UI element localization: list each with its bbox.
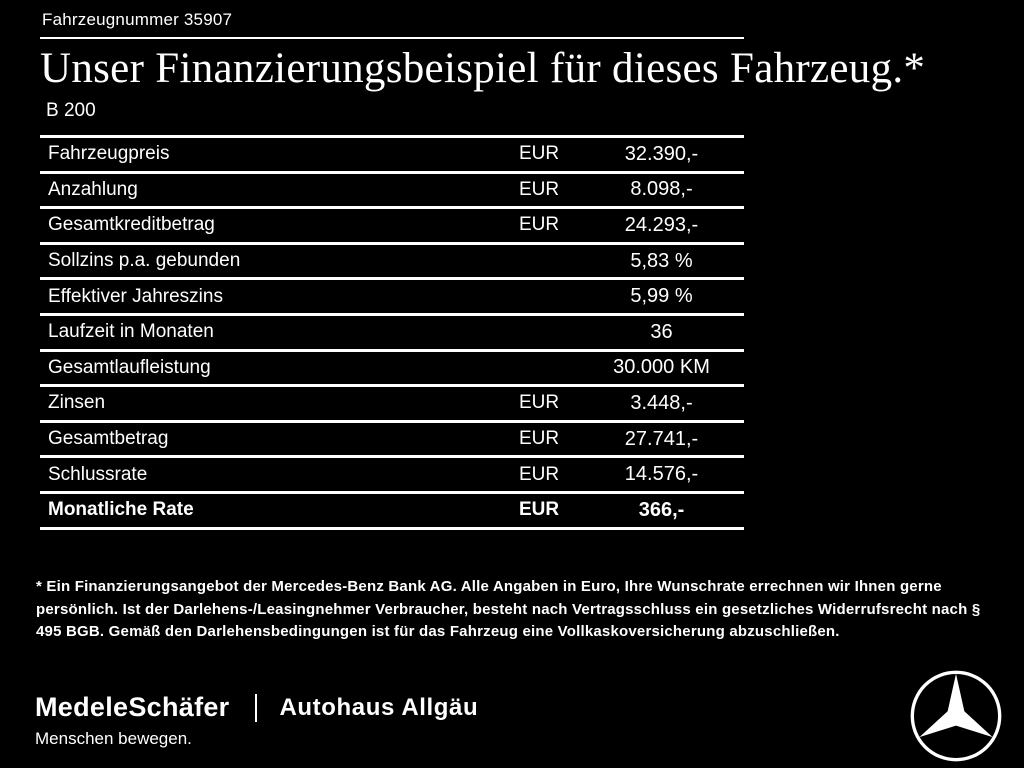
table-row: Gesamtbetrag EUR 27.741,- [40,423,744,459]
row-value: 32.390,- [624,142,699,165]
dealer-logo-medele-schaefer: MedeleSchäfer [35,692,230,722]
table-row-monthly-rate: Monatliche Rate EUR 366,- [40,494,744,530]
row-label: Gesamtkreditbetrag [48,214,215,236]
row-currency: EUR [519,499,560,521]
row-label: Sollzins p.a. gebunden [48,250,241,272]
row-label: Effektiver Jahreszins [48,285,223,307]
footer-dealer-block: MedeleSchäfer Autohaus Allgäu Menschen b… [35,692,478,749]
table-row: Fahrzeugpreis EUR 32.390,- [40,138,744,174]
row-label: Zinsen [48,392,106,414]
row-value: 5,83 % [630,249,693,272]
table-row: Sollzins p.a. gebunden 5,83 % [40,245,744,281]
table-row: Gesamtlaufleistung 30.000 KM [40,352,744,388]
dealer-logo-autohaus-allgaeu: Autohaus Allgäu [279,693,479,721]
row-value: 27.741,- [624,427,699,450]
vehicle-number: Fahrzeugnummer 35907 [42,10,233,29]
mercedes-star-icon [910,670,1002,762]
row-currency: EUR [519,463,560,485]
footnote: * Ein Finanzierungsangebot der Mercedes-… [36,578,981,640]
table-row: Gesamtkreditbetrag EUR 24.293,- [40,209,744,245]
row-value: 14.576,- [624,463,699,486]
table-row: Anzahlung EUR 8.098,- [40,174,744,210]
page-title: Unser Finanzierungsbeispiel für dieses F… [40,45,926,92]
row-value: 366,- [638,498,685,521]
row-currency: EUR [519,428,560,450]
row-currency: EUR [519,392,560,414]
row-label: Laufzeit in Monaten [48,321,214,343]
table-row: Laufzeit in Monaten 36 [40,316,744,352]
dealer-tagline: Menschen bewegen. [35,729,192,748]
row-value: 36 [650,320,673,343]
table-row: Effektiver Jahreszins 5,99 % [40,280,744,316]
row-label: Schlussrate [48,463,148,485]
row-label: Gesamtbetrag [48,428,169,450]
row-value: 8.098,- [630,178,693,201]
vehicle-model: B 200 [46,100,96,121]
row-value: 3.448,- [630,391,693,414]
row-value: 30.000 KM [613,356,710,379]
row-label: Monatliche Rate [48,499,194,521]
table-row: Schlussrate EUR 14.576,- [40,458,744,494]
row-value: 24.293,- [624,213,699,236]
financing-table: Fahrzeugpreis EUR 32.390,- Anzahlung EUR… [40,135,744,530]
row-currency: EUR [519,143,560,165]
row-label: Anzahlung [48,178,138,200]
row-currency: EUR [519,178,560,200]
row-currency: EUR [519,214,560,236]
row-value: 5,99 % [630,285,693,308]
row-label: Gesamtlaufleistung [48,356,211,378]
table-row: Zinsen EUR 3.448,- [40,387,744,423]
dealer-divider [255,693,258,722]
header-divider [40,37,744,39]
row-label: Fahrzeugpreis [48,143,170,165]
